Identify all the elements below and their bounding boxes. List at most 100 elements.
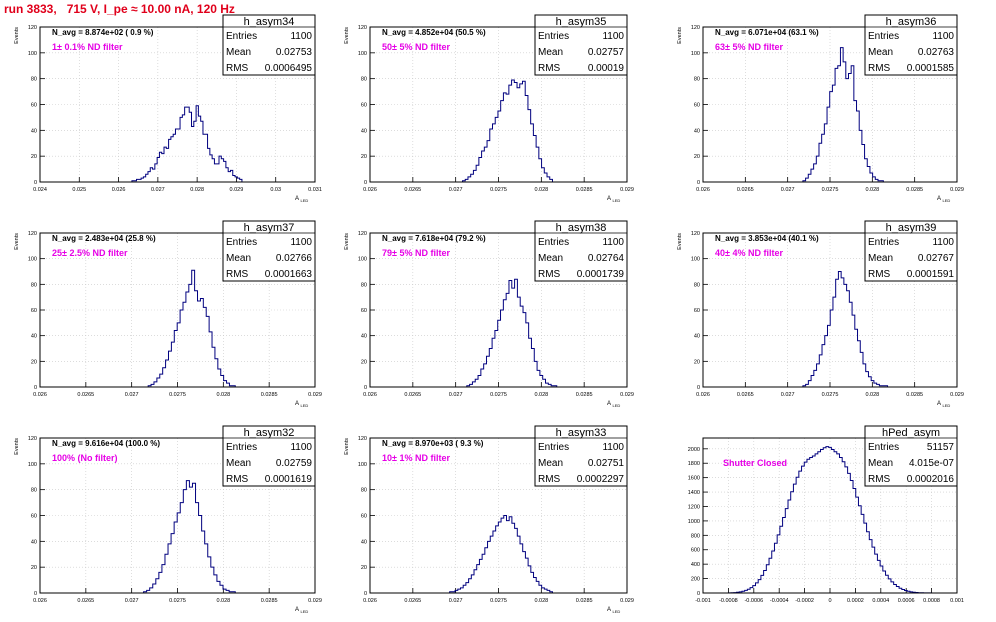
stats-entries-label: Entries (226, 237, 257, 248)
histogram-line (802, 47, 884, 182)
y-tick-label: 1600 (688, 476, 700, 482)
y-tick-label: 60 (361, 103, 367, 109)
x-tick-label: 0.029 (230, 187, 244, 193)
x-axis-label: A LED (607, 607, 620, 614)
y-tick-label: 0 (34, 591, 37, 597)
x-tick-label: 0.027 (449, 598, 463, 604)
stats-rms-value: 0.00019 (588, 63, 625, 74)
stats-box (864, 220, 958, 282)
stats-mean-label: Mean (868, 458, 893, 469)
y-tick-label: 100 (358, 257, 367, 263)
x-tick-label: 0.0285 (906, 392, 923, 398)
stats-mean-label: Mean (226, 253, 251, 264)
stats-mean-value: 0.02753 (276, 47, 313, 58)
x-tick-label: 0.0265 (77, 598, 94, 604)
y-tick-label: 40 (361, 334, 367, 340)
stats-mean-label: Mean (226, 47, 251, 58)
plot-frame (369, 26, 628, 183)
x-tick-label: 0.025 (72, 187, 86, 193)
navg-label: N_avg = 8.970e+03 ( 9.3 %) (382, 439, 484, 448)
x-axis-label: A LED (937, 401, 950, 408)
filter-label: 1± 0.1% ND filter (52, 42, 123, 52)
x-tick-label: 0.028 (534, 187, 548, 193)
stats-box (864, 14, 958, 76)
stats-title: h_asym33 (556, 427, 607, 439)
filter-label: 63± 5% ND filter (715, 42, 783, 52)
y-tick-label: 120 (358, 231, 367, 237)
y-tick-label: 0 (697, 180, 700, 186)
y-tick-label: 120 (691, 231, 700, 237)
stats-mean-value: 0.02764 (588, 253, 625, 264)
x-axis-label-main: A (295, 401, 299, 407)
x-tick-label: 0.0275 (822, 187, 839, 193)
stats-mean-label: Mean (868, 47, 893, 58)
x-axis-label: A LED (295, 196, 308, 203)
histogram-panel-h_asym39: 0.026 0.0265 0.027 0.0275 0.028 0.0285 0.029 0 2… (677, 220, 964, 408)
stats-box (222, 14, 316, 76)
x-axis-label-main: A (295, 607, 299, 613)
x-tick-label: -0.0006 (744, 598, 763, 604)
stats-title: h_asym34 (244, 16, 295, 28)
plot-frame (702, 26, 958, 183)
y-tick-label: 800 (691, 533, 700, 539)
stats-box (222, 425, 316, 487)
stats-entries-value: 51157 (927, 442, 955, 453)
stats-rms-value: 0.0002297 (577, 474, 625, 485)
x-tick-label: 0.026 (696, 392, 710, 398)
x-tick-label: 0.0265 (404, 598, 421, 604)
stats-mean-label: Mean (226, 458, 251, 469)
stats-entries-value: 1100 (290, 237, 312, 248)
y-tick-label: 100 (28, 51, 37, 57)
histogram-line (131, 105, 243, 182)
y-tick-label: 40 (31, 539, 37, 545)
x-tick-label: 0.0265 (737, 392, 754, 398)
x-tick-label: 0.026 (112, 187, 126, 193)
y-tick-label: 40 (694, 334, 700, 340)
stats-entries-label: Entries (538, 31, 569, 42)
stats-entries-label: Entries (226, 31, 257, 42)
y-tick-label: 60 (361, 514, 367, 520)
x-tick-label: 0.027 (449, 392, 463, 398)
y-tick-label: 200 (691, 577, 700, 583)
navg-label: N_avg = 8.874e+02 ( 0.9 %) (52, 28, 154, 37)
y-tick-label: 60 (31, 103, 37, 109)
histogram-line (727, 446, 933, 594)
y-tick-label: 1200 (688, 504, 700, 510)
y-tick-label: 20 (31, 154, 37, 160)
stats-mean-value: 0.02757 (588, 47, 625, 58)
stats-entries-value: 1100 (290, 442, 312, 453)
x-axis-label: A LED (607, 401, 620, 408)
x-tick-label: 0.03 (270, 187, 281, 193)
stats-entries-value: 1100 (602, 31, 624, 42)
x-tick-label: -0.001 (695, 598, 711, 604)
x-axis-label: A LED (937, 196, 950, 203)
histogram-line (466, 278, 558, 387)
histogram-line (147, 269, 236, 387)
y-tick-label: 40 (361, 539, 367, 545)
x-tick-label: 0.0004 (872, 598, 889, 604)
x-tick-label: 0.0265 (404, 187, 421, 193)
x-tick-label: 0.026 (33, 392, 47, 398)
y-tick-label: 80 (31, 282, 37, 288)
x-axis-label-main: A (607, 196, 611, 202)
histogram-line (462, 79, 553, 182)
stats-rms-label: RMS (538, 269, 561, 280)
page-title: run 3833, 715 V, I_pe ≈ 10.00 nA, 120 Hz (4, 2, 235, 16)
stats-title: h_asym35 (556, 16, 607, 28)
x-axis-label: A LED (295, 607, 308, 614)
y-tick-label: 0 (697, 385, 700, 391)
y-tick-label: 120 (28, 231, 37, 237)
y-tick-label: 2000 (688, 447, 700, 453)
x-tick-label: 0.027 (449, 187, 463, 193)
x-tick-label: -0.0008 (719, 598, 738, 604)
y-tick-label: 20 (694, 359, 700, 365)
y-tick-label: 100 (28, 462, 37, 468)
x-tick-label: 0.027 (125, 392, 139, 398)
filter-label: Shutter Closed (723, 458, 787, 468)
y-tick-label: 400 (691, 562, 700, 568)
y-tick-label: 80 (694, 77, 700, 83)
x-axis-label: A LED (295, 401, 308, 408)
y-tick-label: 60 (694, 103, 700, 109)
x-axis-label-sub: LED (943, 403, 951, 408)
histogram-panel-h_asym33: 0.026 0.0265 0.027 0.0275 0.028 0.0285 0.029 0 2… (344, 425, 634, 614)
